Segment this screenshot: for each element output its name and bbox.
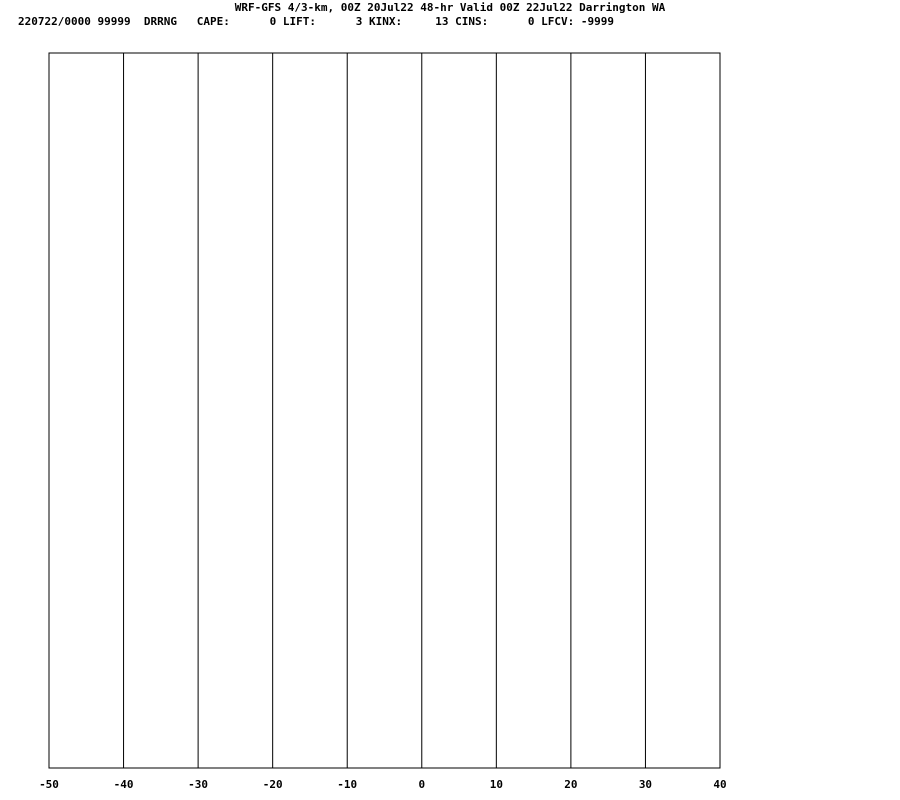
station-indices: 220722/0000 99999 DRRNG CAPE: 0 LIFT: 3 … xyxy=(18,15,615,28)
temperature-tick-label: 40 xyxy=(713,778,726,791)
temperature-tick-label: 30 xyxy=(639,778,652,791)
chart-title: WRF-GFS 4/3-km, 00Z 20Jul22 48-hr Valid … xyxy=(234,1,666,14)
plot-frame xyxy=(48,52,721,769)
temperature-tick-label: -50 xyxy=(39,778,59,791)
temperature-tick-label: -40 xyxy=(114,778,134,791)
temperature-axis: -50 -40 -30 -20 -10 0 10 20 30 40 xyxy=(39,778,727,791)
temperature-tick-label: 0 xyxy=(418,778,425,791)
temperature-tick-label: 10 xyxy=(490,778,503,791)
temperature-tick-label: 20 xyxy=(564,778,577,791)
grid-lines xyxy=(48,53,721,768)
temperature-tick-label: -20 xyxy=(263,778,283,791)
temperature-tick-label: -10 xyxy=(337,778,357,791)
temperature-tick-label: -30 xyxy=(188,778,208,791)
